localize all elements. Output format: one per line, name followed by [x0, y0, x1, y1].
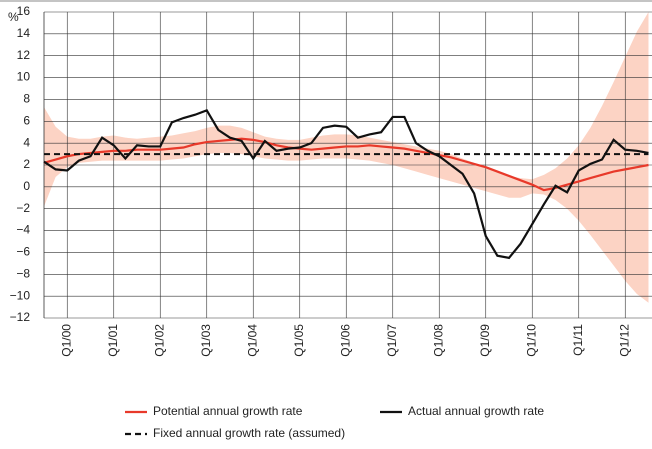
- x-tick-label: Q1/11: [571, 324, 585, 356]
- x-tick-label: Q1/09: [478, 324, 492, 357]
- y-tick-label: 14: [17, 26, 31, 40]
- y-tick-label: 0: [23, 179, 30, 193]
- x-tick-label: Q1/02: [152, 324, 166, 357]
- y-tick-label: 4: [23, 135, 30, 149]
- y-tick-label: −2: [16, 201, 30, 215]
- y-tick-label: 6: [23, 113, 30, 127]
- series-line: [43, 137, 649, 192]
- x-tick-label: Q1/08: [431, 324, 445, 357]
- x-tick-label: Q1/04: [245, 324, 259, 357]
- x-tick-label: Q1/06: [338, 324, 352, 357]
- y-tick-label: −12: [10, 310, 31, 324]
- y-tick-label: −8: [16, 266, 30, 280]
- x-tick-label: Q1/03: [199, 324, 213, 357]
- x-tick-label: Q1/00: [59, 324, 73, 357]
- y-tick-label: 12: [17, 48, 31, 62]
- y-unit: %: [8, 10, 19, 24]
- legend-label: Actual annual growth rate: [408, 404, 544, 418]
- x-tick-label: Q1/12: [617, 324, 631, 357]
- y-tick-label: −6: [16, 245, 30, 259]
- x-tick-label: Q1/01: [106, 324, 120, 357]
- legend-label: Potential annual growth rate: [153, 404, 303, 418]
- y-tick-label: −4: [16, 223, 30, 237]
- y-tick-label: 16: [17, 4, 31, 18]
- y-tick-label: −10: [10, 288, 31, 302]
- series-line: [43, 109, 649, 260]
- y-tick-label: 2: [23, 157, 30, 171]
- x-tick-label: Q1/10: [524, 324, 538, 357]
- x-tick-label: Q1/05: [292, 324, 306, 357]
- legend-label: Fixed annual growth rate (assumed): [153, 426, 345, 440]
- x-tick-label: Q1/07: [385, 324, 399, 357]
- y-tick-label: 8: [23, 92, 30, 106]
- y-tick-label: 10: [17, 70, 31, 84]
